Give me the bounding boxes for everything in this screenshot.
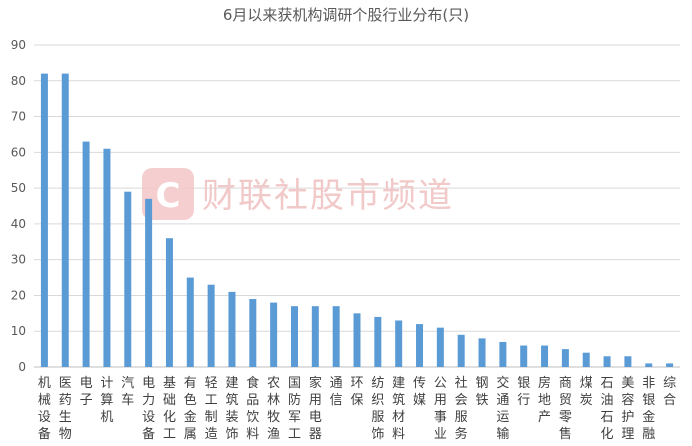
watermark: C 财联社股市频道 [142, 168, 454, 220]
x-category-label: 纺织服饰 [371, 376, 384, 442]
bar [561, 349, 569, 367]
watermark-logo-icon [142, 168, 194, 220]
x-category-label: 石油石化 [601, 376, 614, 442]
x-category-label: 电力设备 [142, 376, 155, 442]
x-category-label: 商贸零售 [559, 376, 572, 442]
bar [311, 306, 319, 367]
bar [353, 313, 361, 367]
bar [416, 324, 424, 367]
x-category-label: 电子 [80, 376, 93, 408]
y-tick-label: 40 [11, 217, 26, 231]
bar [478, 338, 486, 367]
bar [332, 306, 340, 367]
x-category-label: 食品饮料 [246, 375, 259, 442]
bar [436, 327, 444, 367]
x-category-label: 钢铁 [476, 376, 489, 408]
bar [40, 73, 48, 367]
bar [457, 334, 465, 367]
x-category-label: 社会服务 [455, 375, 468, 442]
bar [228, 291, 236, 367]
x-category-label: 环保 [350, 376, 363, 408]
bar [582, 352, 590, 367]
watermark-logo-letter: C [156, 176, 181, 216]
bar [374, 316, 382, 367]
bar [249, 299, 257, 367]
bar [290, 306, 298, 367]
bar [645, 363, 653, 367]
x-category-label: 综合 [663, 376, 676, 408]
x-category-label: 建筑装饰 [225, 376, 238, 442]
y-tick-label: 0 [18, 360, 26, 374]
x-category-label: 房地产 [538, 375, 551, 425]
x-category-label: 机械设备 [38, 376, 51, 442]
watermark-text: 财联社股市频道 [202, 176, 454, 216]
x-category-label: 医药生物 [59, 376, 72, 442]
x-category-label: 交通运输 [496, 375, 509, 442]
x-category-label: 农林牧渔 [267, 376, 280, 442]
bar [395, 320, 403, 367]
bar [186, 277, 194, 367]
x-category-label: 基础化工 [163, 376, 176, 442]
x-category-label: 公用事业 [434, 376, 447, 442]
x-category-label: 计算机 [100, 376, 113, 425]
x-category-label: 银行 [517, 376, 530, 408]
y-tick-label: 80 [11, 74, 26, 88]
bars [40, 73, 674, 367]
bar [165, 238, 173, 367]
y-axis-ticks: 0 10 20 30 40 50 60 70 80 90 [11, 38, 26, 374]
bar [207, 284, 215, 367]
y-tick-label: 30 [11, 253, 26, 267]
bar [145, 198, 153, 367]
bar [270, 302, 278, 367]
y-tick-label: 70 [11, 110, 26, 124]
x-category-label: 通信 [330, 376, 343, 408]
bar [499, 341, 507, 367]
chart-title: 6月以来获机构调研个股行业分布(只) [223, 6, 469, 24]
bar [61, 73, 69, 367]
x-category-label: 非银金融 [642, 376, 655, 442]
y-tick-label: 90 [11, 38, 26, 52]
bar [124, 191, 132, 367]
y-tick-label: 20 [11, 288, 26, 302]
bar [603, 356, 611, 367]
y-tick-label: 50 [11, 181, 26, 195]
y-tick-label: 60 [11, 145, 26, 159]
x-category-label: 传媒 [413, 376, 426, 408]
y-tick-label: 10 [11, 324, 26, 338]
x-category-label: 国防军工 [288, 376, 301, 442]
bar [82, 141, 90, 367]
bar [666, 363, 674, 367]
x-category-label: 美容护理 [621, 376, 634, 442]
x-category-label: 轻工制造 [205, 376, 218, 442]
x-category-label: 汽车 [121, 376, 134, 408]
x-category-label: 煤炭 [580, 376, 593, 408]
bar [103, 148, 111, 367]
x-category-label: 建筑材料 [392, 376, 405, 442]
bar [541, 345, 549, 367]
bar [520, 345, 528, 367]
bar [624, 356, 632, 367]
x-axis-categories: 机械设备医药生物电子计算机汽车电力设备基础化工有色金属轻工制造建筑装饰食品饮料农… [38, 375, 676, 442]
x-category-label: 有色金属 [184, 376, 197, 442]
gridlines [34, 44, 680, 368]
x-category-label: 家用电器 [309, 375, 322, 442]
